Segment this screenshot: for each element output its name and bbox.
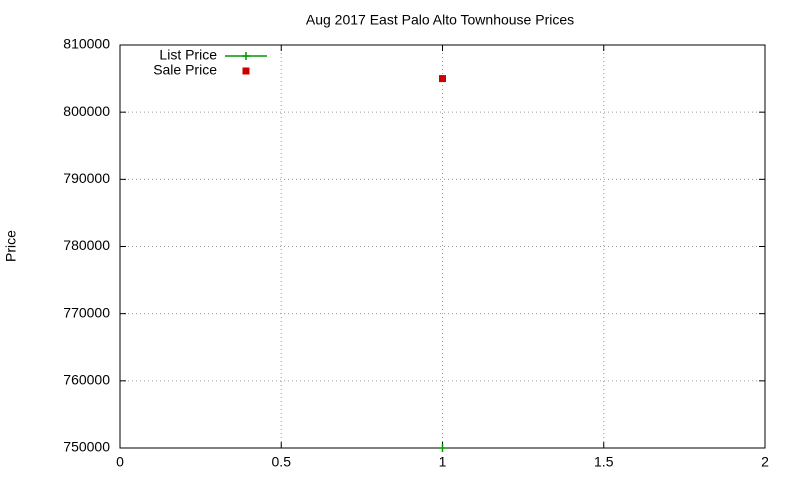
y-tick-label: 790000: [63, 170, 110, 186]
x-tick-label: 1: [439, 454, 447, 470]
legend-label: Sale Price: [153, 62, 217, 78]
x-tick-label: 2: [761, 454, 769, 470]
y-tick-label: 810000: [63, 36, 110, 52]
legend-marker: [242, 52, 250, 60]
x-tick-label: 1.5: [594, 454, 614, 470]
x-tick-label: 0: [116, 454, 124, 470]
chart-title: Aug 2017 East Palo Alto Townhouse Prices: [306, 12, 574, 28]
y-tick-label: 770000: [63, 304, 110, 320]
legend-marker: [242, 67, 250, 75]
data-point: [438, 444, 447, 452]
y-tick-label: 750000: [63, 439, 110, 455]
data-point: [439, 75, 446, 83]
legend-label: List Price: [159, 47, 217, 63]
y-axis-label: Price: [3, 230, 19, 262]
y-tick-label: 760000: [63, 372, 110, 388]
x-tick-label: 0.5: [272, 454, 292, 470]
y-tick-label: 780000: [63, 237, 110, 253]
grid-layer: [119, 44, 766, 449]
y-tick-label: 800000: [63, 103, 110, 119]
